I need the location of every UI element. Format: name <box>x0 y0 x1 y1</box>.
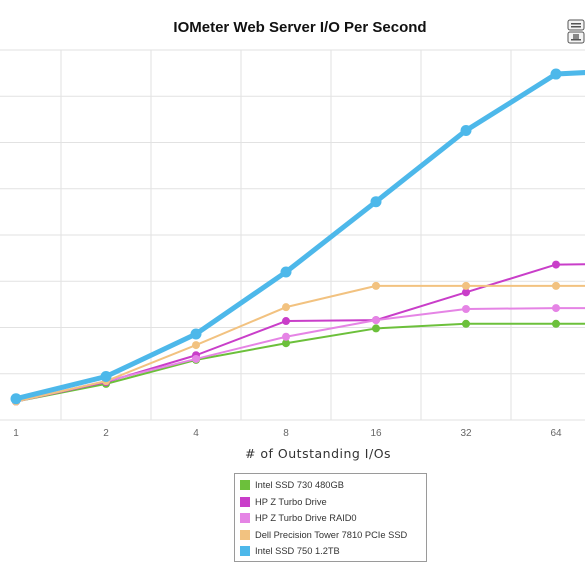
x-tick-label: 2 <box>103 428 109 439</box>
data-point[interactable] <box>190 328 202 340</box>
x-tick-label: 4 <box>193 428 199 439</box>
legend: Intel SSD 730 480GB HP Z Turbo Drive HP Z … <box>234 473 427 562</box>
data-point[interactable] <box>552 281 560 290</box>
data-point[interactable] <box>192 341 200 350</box>
series-line <box>15 307 585 403</box>
data-point[interactable] <box>100 371 112 383</box>
x-tick-label: 64 <box>550 428 562 439</box>
legend-label: HP Z Turbo Drive <box>255 496 327 507</box>
legend-swatch <box>240 480 250 491</box>
export-icon-graphic <box>567 19 585 44</box>
series-line <box>15 263 585 403</box>
series-line <box>15 284 585 403</box>
chart-title: IOMeter Web Server I/O Per Second <box>173 19 426 36</box>
x-axis-label: # of Outstanding I/Os <box>245 446 391 461</box>
series-line <box>15 322 585 403</box>
data-point[interactable] <box>552 260 560 269</box>
data-point[interactable] <box>282 332 290 341</box>
data-point[interactable] <box>282 317 290 326</box>
data-point[interactable] <box>552 304 560 313</box>
series-intel-ssd-730-480gb <box>12 319 585 406</box>
export-menu-icon[interactable] <box>565 18 585 44</box>
series-layer <box>10 68 585 406</box>
legend-item[interactable]: Intel SSD 730 480GB <box>240 477 426 494</box>
data-point[interactable] <box>552 319 560 328</box>
x-tick-label: 16 <box>370 428 382 439</box>
legend-label: Intel SSD 750 1.2TB <box>255 546 340 557</box>
series-dell-precision-tower-7810-pcie-ssd <box>12 281 585 406</box>
data-point[interactable] <box>370 196 382 208</box>
series-intel-ssd-750-1-2tb <box>10 68 585 405</box>
data-point[interactable] <box>462 319 470 328</box>
legend-item[interactable]: HP Z Turbo Drive RAID0 <box>240 510 426 527</box>
series-line <box>13 70 585 402</box>
legend-label: HP Z Turbo Drive RAID0 <box>255 513 357 524</box>
legend-item[interactable]: HP Z Turbo Drive <box>240 494 426 511</box>
legend-swatch <box>240 496 250 507</box>
data-point[interactable] <box>550 68 562 80</box>
x-tick-label: 1 <box>13 428 19 439</box>
data-point[interactable] <box>372 324 380 333</box>
data-point[interactable] <box>462 281 470 290</box>
data-point[interactable] <box>372 316 380 325</box>
legend-item[interactable]: Dell Precision Tower 7810 PCIe SSD <box>240 527 426 544</box>
data-point[interactable] <box>280 266 292 278</box>
data-point[interactable] <box>192 354 200 363</box>
legend-label: Dell Precision Tower 7810 PCIe SSD <box>255 529 408 540</box>
series-hp-z-turbo-drive-raid0 <box>12 304 585 406</box>
legend-swatch <box>240 513 250 524</box>
data-point[interactable] <box>462 305 470 313</box>
data-point[interactable] <box>462 288 470 297</box>
legend-label: Intel SSD 730 480GB <box>255 480 344 491</box>
legend-items: Intel SSD 730 480GB HP Z Turbo Drive HP Z … <box>240 477 426 560</box>
data-point[interactable] <box>282 303 290 312</box>
data-point[interactable] <box>282 339 290 348</box>
tick-layer: 1 2 4 8 16 32 64 <box>13 428 562 439</box>
grid-layer <box>0 49 585 421</box>
legend-swatch <box>240 529 250 540</box>
x-tick-label: 32 <box>460 428 472 439</box>
data-point[interactable] <box>10 393 22 405</box>
legend-item[interactable]: Intel SSD 750 1.2TB <box>240 543 426 560</box>
data-point[interactable] <box>372 281 380 290</box>
data-point[interactable] <box>460 124 472 136</box>
x-tick-label: 8 <box>283 428 289 439</box>
legend-swatch <box>240 546 250 557</box>
